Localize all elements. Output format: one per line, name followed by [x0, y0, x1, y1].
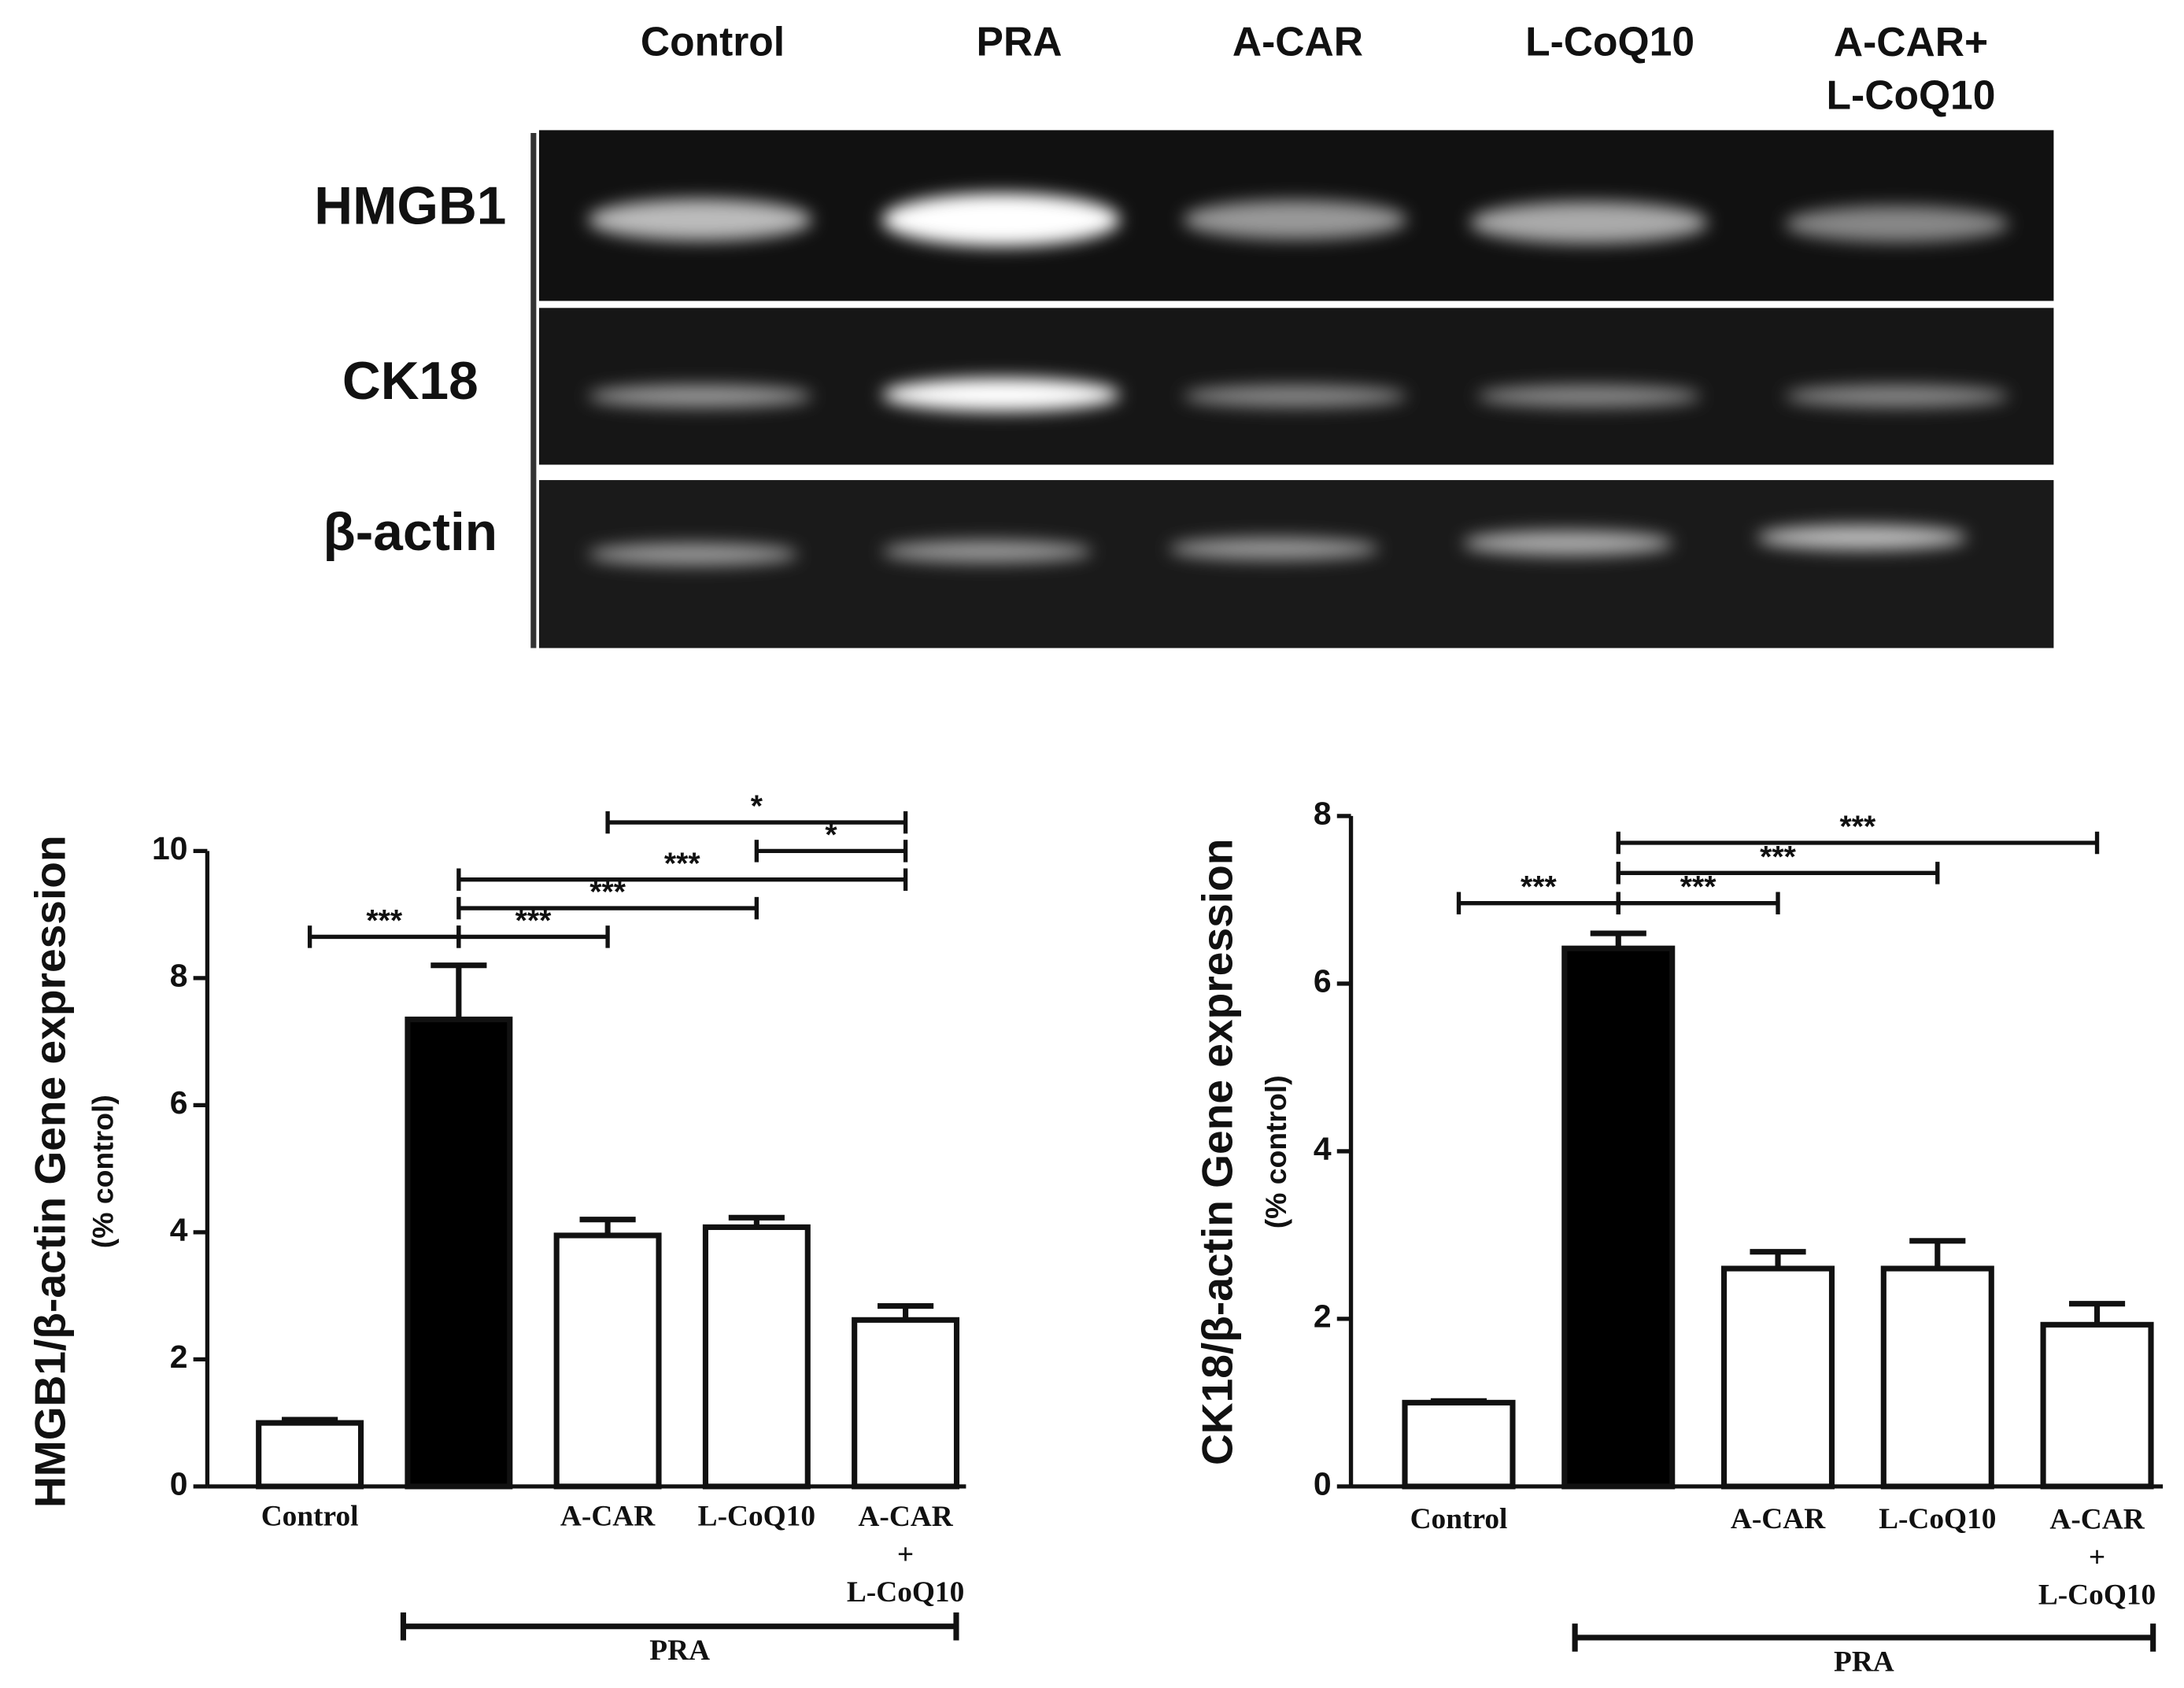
- row-label: HMGB1: [314, 177, 506, 236]
- y-tick-label: 0: [170, 1466, 188, 1502]
- y-axis-label: CK18/β-actin Gene expression: [1193, 839, 1242, 1465]
- lane-label: A-CAR: [1232, 19, 1363, 65]
- lane-label: Control: [641, 19, 785, 65]
- y-tick-label: 6: [170, 1084, 188, 1121]
- x-tick-label: L-CoQ10: [698, 1500, 815, 1532]
- bar: [2040, 1321, 2154, 1490]
- x-tick-label: A-CAR + L-CoQ10: [847, 1500, 964, 1608]
- sig-label: ***: [664, 847, 700, 881]
- y-axis-sublabel: (% control): [1259, 1075, 1292, 1228]
- sig-label: *: [751, 790, 763, 824]
- y-tick-label: 2: [1314, 1298, 1332, 1335]
- x-tick-label: A-CAR + L-CoQ10: [2038, 1503, 2156, 1611]
- group-label: PRA: [649, 1634, 710, 1667]
- y-tick-label: 2: [170, 1339, 188, 1375]
- x-tick-label: A-CAR: [560, 1500, 656, 1532]
- x-tick-label: Control: [261, 1500, 359, 1532]
- lane-label: A-CAR+ L-CoQ10: [1827, 19, 1996, 118]
- bar: [702, 1224, 811, 1490]
- row-label: β-actin: [323, 503, 497, 562]
- row-label: CK18: [342, 352, 479, 411]
- bar: [553, 1232, 662, 1490]
- sig-label: ***: [366, 904, 402, 938]
- bar: [1880, 1265, 1994, 1490]
- sig-label: ***: [1521, 870, 1557, 904]
- x-tick-label: A-CAR: [1731, 1503, 1826, 1535]
- bar: [256, 1420, 364, 1490]
- sig-label: ***: [1680, 870, 1717, 904]
- y-tick-label: 10: [152, 830, 187, 866]
- gel-bands: [588, 193, 2009, 566]
- gel-panel: [538, 480, 2054, 648]
- lane-label: L-CoQ10: [1525, 19, 1694, 65]
- y-tick-label: 8: [170, 958, 188, 994]
- bar: [405, 1016, 513, 1490]
- x-tick-label: L-CoQ10: [1879, 1503, 1996, 1535]
- group-label: PRA: [1834, 1646, 1894, 1678]
- sig-label: ***: [1840, 811, 1876, 844]
- y-tick-label: 0: [1314, 1466, 1332, 1502]
- bar: [1402, 1399, 1516, 1490]
- gel: [530, 130, 2054, 648]
- y-axis-sublabel: (% control): [86, 1095, 119, 1248]
- y-tick-label: 6: [1314, 963, 1332, 999]
- bar: [1720, 1265, 1835, 1490]
- sig-label: ***: [1760, 840, 1796, 874]
- bar: [852, 1317, 960, 1490]
- y-tick-label: 4: [170, 1212, 188, 1248]
- y-tick-label: 8: [1314, 796, 1332, 832]
- sig-label: *: [825, 818, 837, 852]
- lane-label: PRA: [977, 19, 1062, 65]
- y-axis-label: HMGB1/β-actin Gene expression: [25, 835, 74, 1508]
- bar: [1561, 945, 1676, 1490]
- x-tick-label: Control: [1410, 1503, 1508, 1535]
- y-tick-label: 4: [1314, 1131, 1332, 1167]
